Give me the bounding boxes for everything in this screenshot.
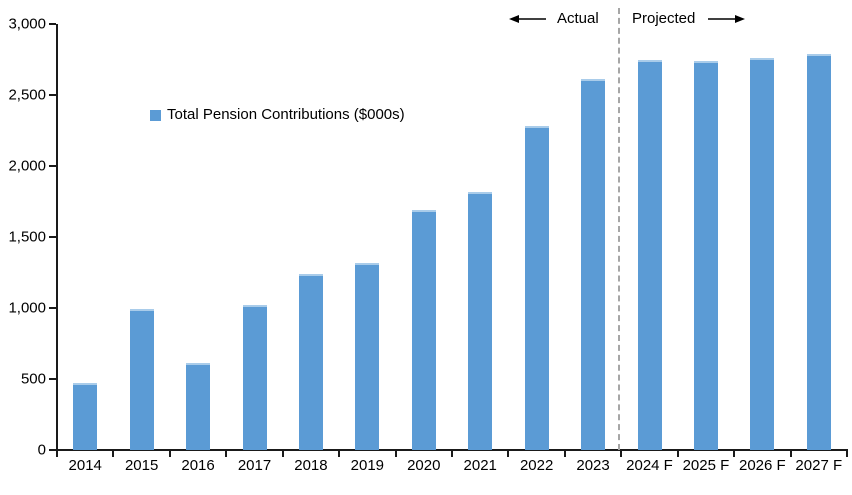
bar-2026-F <box>750 58 775 450</box>
bar-2025-F <box>693 60 718 450</box>
x-axis-tick-mark <box>281 451 284 457</box>
projected-section-label: Projected <box>632 10 696 27</box>
legend-marker-square-icon <box>150 109 161 121</box>
x-axis-tick-mark <box>563 451 566 457</box>
bar-2019 <box>355 262 380 450</box>
x-axis-label-2026-F: 2026 F <box>738 457 786 474</box>
y-axis-tick-mark <box>49 165 56 167</box>
x-axis-label-2015: 2015 <box>124 457 159 474</box>
y-axis-line <box>56 24 58 451</box>
x-axis-label-2016: 2016 <box>181 457 215 474</box>
x-axis-label-2014: 2014 <box>68 457 102 474</box>
y-axis-tick-label: 2,500 <box>8 86 46 104</box>
legend-series-label: Total Pension Contributions ($000s) <box>167 106 405 123</box>
y-axis-tick-label: 2,000 <box>8 157 46 175</box>
actual-projected-divider-line <box>618 8 621 450</box>
x-axis-label-2018: 2018 <box>294 457 328 474</box>
x-axis-tick-mark <box>507 451 510 457</box>
x-axis-tick-mark <box>225 451 228 457</box>
arrow-left-icon <box>509 15 546 23</box>
x-axis-tick-mark <box>676 451 679 457</box>
bar-2015 <box>129 309 154 450</box>
y-axis-tick-mark <box>49 23 56 25</box>
x-axis-label-2025-F: 2025 F <box>682 457 730 474</box>
bar-2020 <box>411 210 436 450</box>
x-axis-label-2024-F: 2024 F <box>626 457 673 474</box>
bar-2022 <box>524 126 549 450</box>
bar-2027-F <box>806 53 831 450</box>
x-axis-tick-mark <box>168 451 171 457</box>
x-axis-tick-mark <box>789 451 792 457</box>
x-axis-tick-mark <box>846 451 848 457</box>
bar-2018 <box>298 273 323 450</box>
arrow-right-icon <box>708 15 745 23</box>
x-axis-tick-mark <box>620 451 623 457</box>
plot-area <box>57 24 847 450</box>
bar-2024-F <box>637 59 662 450</box>
x-axis-label-2017: 2017 <box>237 457 272 474</box>
x-axis-label-2023: 2023 <box>576 457 610 474</box>
y-axis-tick-label: 1,500 <box>8 228 46 246</box>
y-axis-tick-label: 1,000 <box>8 299 46 317</box>
bar-2023 <box>581 79 606 450</box>
bar-2017 <box>242 305 267 450</box>
x-axis-tick-mark <box>451 451 453 457</box>
x-axis-tick-mark <box>338 451 341 457</box>
bar-2014 <box>73 383 98 450</box>
y-axis-tick-label: 3,000 <box>8 15 46 33</box>
y-axis-tick-mark <box>49 236 56 238</box>
x-axis-label-2027-F: 2027 F <box>795 457 843 474</box>
y-axis-tick-mark <box>49 378 56 380</box>
x-axis-tick-mark <box>112 451 115 457</box>
bar-2016 <box>186 363 211 450</box>
x-axis-label-2021: 2021 <box>463 457 497 474</box>
y-axis-tick-label: 500 <box>20 370 46 388</box>
y-axis-tick-mark <box>49 94 56 96</box>
actual-section-label: Actual <box>557 10 599 27</box>
y-axis-tick-mark <box>49 449 56 451</box>
y-axis-tick-label: 0 <box>37 441 46 459</box>
x-axis-label-2019: 2019 <box>350 457 385 474</box>
x-axis-label-2020: 2020 <box>407 457 441 474</box>
x-axis-tick-mark <box>394 451 397 457</box>
x-axis-label-2022: 2022 <box>519 457 554 474</box>
x-axis-tick-mark <box>733 451 736 457</box>
x-axis-tick-mark <box>56 451 58 457</box>
x-axis-line <box>56 449 848 451</box>
bar-2021 <box>468 191 493 450</box>
legend: Total Pension Contributions ($000s) <box>150 106 405 124</box>
y-axis-tick-mark <box>49 307 56 309</box>
